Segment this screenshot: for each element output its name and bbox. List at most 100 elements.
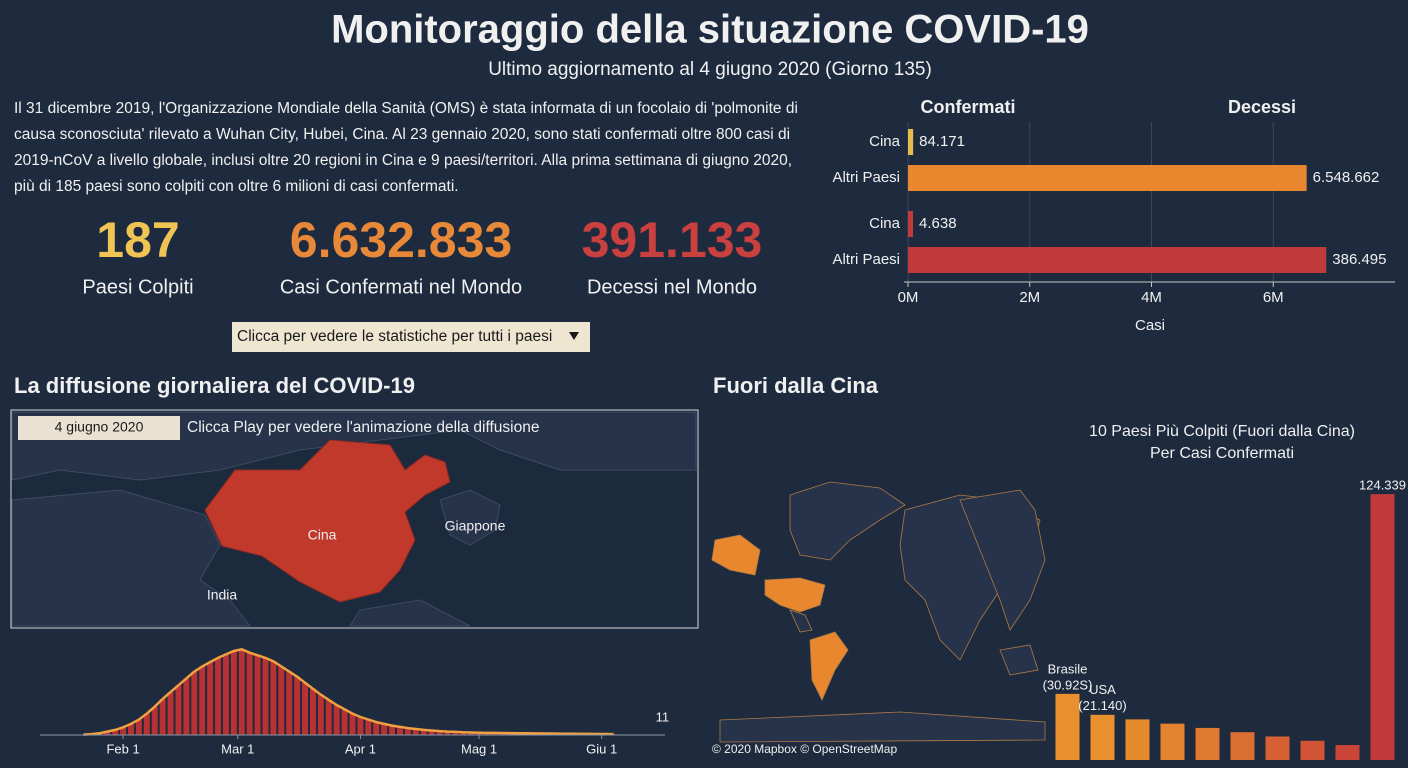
bar (230, 651, 237, 735)
bar (104, 731, 111, 735)
bar (246, 652, 253, 735)
legend-header: Confermati (920, 97, 1015, 117)
bar (333, 705, 340, 735)
bar (436, 731, 443, 735)
bar (302, 682, 308, 735)
country-highlight (809, 631, 849, 701)
category-label: USA (1089, 682, 1116, 697)
value-label: 124.339 (1359, 478, 1406, 493)
land (999, 644, 1039, 676)
bar (222, 654, 229, 735)
dropdown[interactable]: Clicca per vedere le statistiche per tut… (232, 322, 590, 352)
legend-header: Decessi (1228, 97, 1296, 117)
bar (452, 731, 459, 735)
bar (460, 732, 467, 735)
land (11, 411, 697, 481)
value-label: 84.171 (919, 133, 965, 150)
bar (278, 666, 285, 735)
bar (908, 247, 1327, 273)
x-tick-label: Mag 1 (461, 741, 497, 756)
bar (341, 709, 348, 735)
section-title: Fuori dalla Cina (713, 373, 879, 398)
bar (270, 661, 277, 735)
page-title: Monitoraggio della situazione COVID-19 (331, 8, 1089, 52)
bar (183, 678, 190, 735)
bar (325, 699, 332, 735)
bar (112, 729, 119, 735)
x-tick-label: 0M (898, 289, 919, 306)
x-tick-label: Giu 1 (586, 741, 617, 756)
value-label: 386.495 (1332, 251, 1386, 268)
bar (254, 655, 261, 735)
bar (1195, 727, 1220, 760)
bar (357, 717, 364, 735)
intro-text: Il 31 dicembre 2019, l'Organizzazione Mo… (14, 100, 798, 195)
value-label: (21.140) (1078, 698, 1126, 713)
map-attribution: © 2020 Mapbox © OpenStreetMap (712, 742, 897, 756)
map-label: Giappone (445, 518, 506, 534)
bar (175, 685, 182, 735)
dropdown-text[interactable]: Clicca per vedere le statistiche per tut… (237, 328, 552, 345)
land (959, 489, 1046, 631)
bar (908, 211, 914, 237)
country-highlight (711, 534, 761, 576)
category-label: Altri Paesi (832, 169, 900, 186)
bar (1125, 719, 1150, 760)
bar (317, 694, 324, 735)
dropdown-box[interactable] (232, 322, 590, 352)
bar (143, 713, 150, 735)
x-tick-label: Mar 1 (221, 741, 254, 756)
bar (428, 730, 435, 735)
bar (908, 129, 914, 155)
kpi-value: 391.133 (582, 212, 763, 268)
world-map: © 2020 Mapbox © OpenStreetMap (711, 481, 1046, 756)
bar (215, 657, 221, 735)
play-button[interactable] (18, 416, 180, 440)
x-axis-label: Casi (1135, 317, 1165, 334)
bar (199, 666, 206, 735)
bar (128, 723, 134, 735)
bar (286, 671, 293, 735)
bar (238, 649, 245, 735)
bar (908, 165, 1307, 191)
category-label: Altri Paesi (832, 251, 900, 268)
bar (1300, 740, 1325, 760)
kpi-value: 6.632.833 (290, 212, 512, 268)
bar (135, 719, 142, 735)
value-label: 6.548.662 (1313, 169, 1380, 186)
bar (1055, 693, 1080, 760)
country-highlight (764, 577, 826, 613)
bar (309, 688, 316, 735)
map-label: Cina (308, 527, 337, 543)
kpi-label: Decessi nel Mondo (587, 276, 757, 298)
value-label: 4.638 (919, 215, 957, 232)
play-date[interactable]: 4 giugno 2020 (55, 419, 144, 435)
bar (207, 662, 214, 735)
dropdown-arrow[interactable] (569, 332, 579, 340)
bar (294, 676, 301, 735)
x-tick-label: 2M (1019, 289, 1040, 306)
bar (397, 726, 403, 735)
bar (365, 719, 372, 735)
land (789, 609, 813, 633)
bar (1230, 732, 1255, 760)
bar (167, 692, 174, 735)
china-map: 4 giugno 2020 Clicca Play per vedere l'a… (10, 409, 699, 629)
bar (1370, 494, 1395, 760)
land (719, 711, 1046, 743)
section-title: La diffusione giornaliera del COVID-19 (14, 373, 415, 398)
x-tick-label: 4M (1141, 289, 1162, 306)
bar (381, 723, 388, 735)
china (204, 439, 451, 603)
bar (159, 699, 166, 735)
bar (468, 732, 475, 735)
land (439, 489, 501, 546)
bar (420, 729, 427, 735)
x-tick-label: Apr 1 (345, 741, 376, 756)
bar (1335, 745, 1360, 760)
kpi-label: Paesi Colpiti (82, 276, 193, 298)
land (789, 481, 906, 561)
chart-title: 10 Paesi Più Colpiti (Fuori dalla Cina) (1089, 423, 1355, 440)
